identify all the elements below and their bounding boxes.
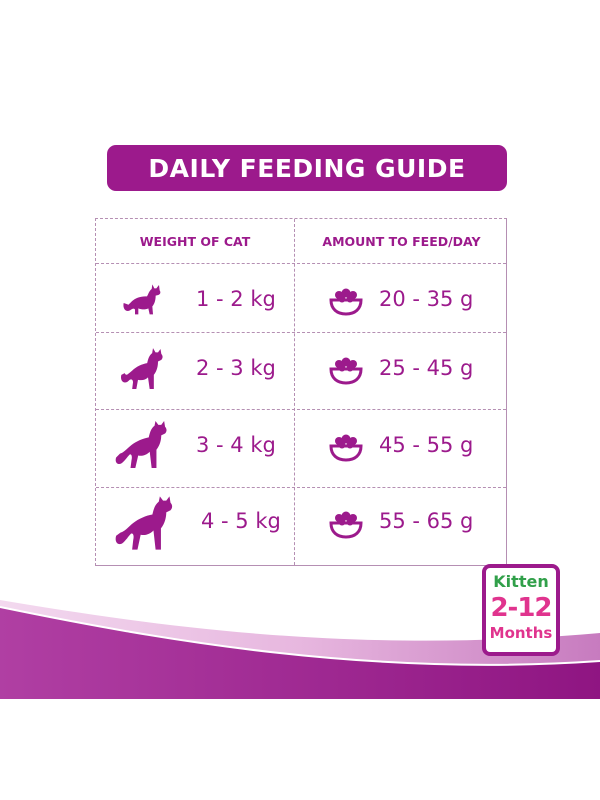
food-bowl-icon (329, 288, 363, 316)
cat-silhouette-icon (115, 421, 167, 469)
food-bowl-icon (329, 434, 363, 462)
row-divider (96, 332, 506, 333)
row-divider (96, 263, 506, 264)
page-title: DAILY FEEDING GUIDE (148, 153, 466, 183)
weight-value: 3 - 4 kg (196, 433, 276, 457)
table-row: 1 - 2 kg 20 - 35 g (96, 263, 506, 339)
header-weight-of-cat: WEIGHT OF CAT (139, 233, 251, 249)
weight-value: 2 - 3 kg (196, 356, 276, 380)
badge-months-label: Months (489, 624, 553, 642)
amount-value: 55 - 65 g (379, 509, 474, 533)
table-row: 2 - 3 kg 25 - 45 g (96, 332, 506, 408)
amount-value: 45 - 55 g (379, 433, 474, 457)
column-divider (294, 219, 295, 565)
row-divider (96, 487, 506, 488)
feeding-table: WEIGHT OF CAT AMOUNT TO FEED/DAY 1 - 2 k… (95, 218, 507, 566)
amount-value: 25 - 45 g (379, 356, 474, 380)
table-row: 4 - 5 kg 55 - 65 g (96, 487, 506, 563)
amount-value: 20 - 35 g (379, 287, 474, 311)
weight-value: 1 - 2 kg (196, 287, 276, 311)
food-bowl-icon (329, 511, 363, 539)
row-divider (96, 409, 506, 410)
kitten-age-badge: Kitten 2-12 Months (482, 564, 560, 656)
cat-silhouette-icon (123, 284, 161, 315)
header-amount-to-feed: AMOUNT TO FEED/DAY (322, 233, 481, 249)
weight-value: 4 - 5 kg (201, 509, 281, 533)
cat-silhouette-icon (115, 496, 173, 550)
cat-silhouette-icon (121, 348, 163, 389)
table-row: 3 - 4 kg 45 - 55 g (96, 409, 506, 485)
food-bowl-icon (329, 357, 363, 385)
badge-kitten-label: Kitten (493, 572, 549, 591)
feeding-guide-banner: DAILY FEEDING GUIDE (107, 145, 507, 191)
badge-age-range: 2-12 (490, 593, 552, 623)
decorative-swoosh (0, 600, 600, 705)
